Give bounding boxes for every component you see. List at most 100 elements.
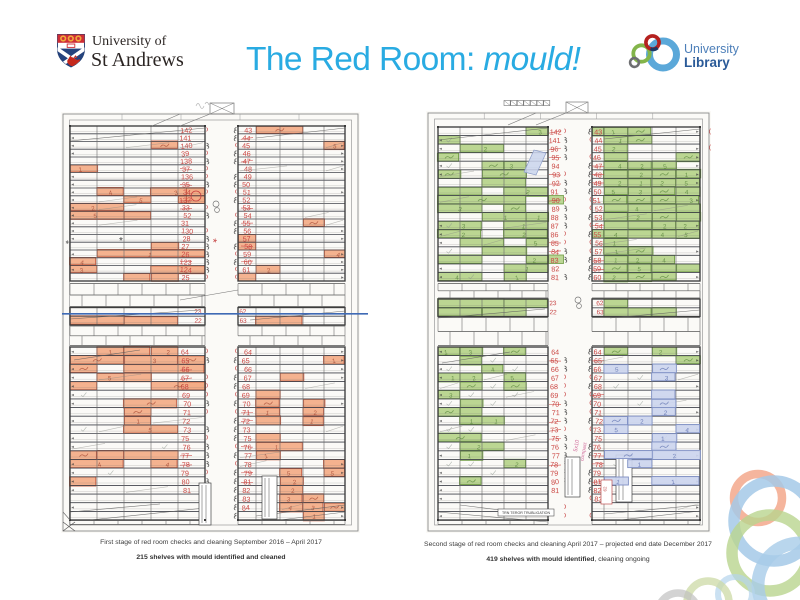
svg-text:5: 5 — [510, 375, 515, 382]
svg-text:76: 76 — [243, 443, 252, 452]
svg-text:1: 1 — [614, 257, 619, 264]
svg-text:77: 77 — [552, 451, 560, 460]
svg-text:4: 4 — [288, 505, 293, 513]
svg-text:65: 65 — [181, 356, 189, 365]
svg-text:70: 70 — [183, 399, 191, 408]
svg-text:2: 2 — [292, 479, 297, 486]
svg-text:75: 75 — [181, 434, 190, 443]
svg-text:5x10: 5x10 — [573, 439, 581, 452]
svg-text:64: 64 — [593, 347, 602, 357]
svg-text:72: 72 — [550, 416, 559, 426]
svg-text:2: 2 — [525, 189, 531, 197]
svg-text:80: 80 — [551, 477, 560, 487]
svg-text:81: 81 — [551, 273, 559, 282]
svg-text:1: 1 — [661, 436, 665, 443]
svg-text:4: 4 — [336, 252, 341, 260]
svg-text:2: 2 — [533, 258, 537, 265]
svg-text:59: 59 — [593, 264, 601, 273]
svg-text:63: 63 — [239, 318, 247, 325]
svg-text:1: 1 — [618, 138, 624, 146]
svg-text:1: 1 — [332, 358, 337, 366]
svg-text:2: 2 — [640, 419, 644, 426]
svg-text:*: * — [119, 236, 123, 247]
svg-text:73: 73 — [183, 425, 192, 434]
svg-text:52: 52 — [242, 195, 250, 204]
svg-text:76: 76 — [593, 443, 601, 452]
svg-text:141: 141 — [179, 134, 191, 143]
svg-text:1: 1 — [78, 166, 83, 173]
svg-text:79: 79 — [244, 468, 253, 478]
svg-text:1: 1 — [671, 479, 676, 486]
svg-text:3: 3 — [664, 375, 669, 382]
svg-text:79: 79 — [550, 468, 559, 478]
svg-text:25: 25 — [181, 273, 189, 282]
svg-text:1: 1 — [616, 479, 621, 487]
svg-text:54: 54 — [243, 211, 252, 221]
svg-text:23: 23 — [549, 300, 557, 308]
svg-text:1: 1 — [639, 180, 644, 188]
svg-text:4: 4 — [662, 258, 666, 265]
svg-text:5: 5 — [683, 232, 689, 240]
svg-text:2: 2 — [472, 375, 477, 383]
svg-text:3: 3 — [509, 163, 514, 170]
svg-text:2: 2 — [611, 146, 616, 153]
svg-text:71: 71 — [552, 408, 560, 417]
svg-text:69: 69 — [182, 391, 191, 401]
svg-text:69: 69 — [550, 391, 559, 401]
svg-text:67: 67 — [593, 373, 602, 383]
svg-text:22: 22 — [549, 309, 557, 316]
svg-text:2: 2 — [484, 146, 488, 153]
svg-text:136: 136 — [181, 172, 193, 181]
svg-text:78: 78 — [595, 460, 603, 469]
svg-text:TRN TEROR TRUBLIGATION: TRN TEROR TRUBLIGATION — [502, 511, 551, 515]
svg-text:1: 1 — [685, 172, 689, 179]
svg-text:1: 1 — [470, 418, 474, 425]
svg-text:91: 91 — [550, 187, 558, 196]
svg-text:31: 31 — [181, 219, 190, 228]
svg-text:2: 2 — [91, 205, 96, 213]
svg-text:43: 43 — [244, 126, 252, 135]
svg-text:*: * — [63, 239, 70, 251]
svg-text:56: 56 — [243, 226, 251, 235]
svg-text:44: 44 — [594, 136, 603, 146]
svg-text:3: 3 — [457, 206, 462, 214]
svg-text:85: 85 — [551, 239, 560, 249]
svg-text:43: 43 — [594, 127, 602, 136]
svg-text:73: 73 — [593, 425, 602, 435]
svg-text:81: 81 — [243, 477, 251, 486]
svg-text:79: 79 — [593, 468, 602, 477]
svg-text:62: 62 — [596, 300, 604, 308]
svg-text:73: 73 — [550, 425, 559, 435]
svg-text:65: 65 — [242, 356, 250, 365]
svg-text:50: 50 — [242, 180, 250, 189]
svg-text:46: 46 — [243, 149, 251, 158]
svg-text:80: 80 — [181, 477, 190, 487]
svg-text:45: 45 — [242, 141, 250, 150]
svg-text:3: 3 — [538, 129, 543, 136]
svg-text:138: 138 — [180, 156, 193, 166]
svg-text:81: 81 — [551, 486, 559, 495]
svg-text:77: 77 — [244, 451, 252, 460]
svg-text:57: 57 — [594, 247, 602, 256]
svg-text:68: 68 — [594, 382, 603, 391]
svg-text:64: 64 — [244, 347, 253, 356]
svg-text:5: 5 — [138, 197, 143, 205]
svg-text:88: 88 — [550, 213, 559, 223]
svg-text:1: 1 — [451, 375, 455, 382]
svg-text:48: 48 — [244, 165, 252, 174]
svg-text:124: 124 — [179, 265, 192, 275]
svg-text:5: 5 — [148, 427, 153, 434]
svg-text:75: 75 — [243, 434, 251, 443]
svg-text:3: 3 — [449, 392, 454, 399]
svg-text:78: 78 — [550, 460, 559, 470]
svg-text:4: 4 — [618, 163, 622, 170]
svg-text:94: 94 — [551, 162, 560, 172]
svg-text:1: 1 — [537, 215, 542, 222]
svg-text:1: 1 — [515, 274, 521, 282]
svg-text:3: 3 — [153, 358, 157, 365]
svg-text:1: 1 — [136, 419, 140, 426]
svg-text:83: 83 — [550, 256, 558, 265]
svg-text:76: 76 — [551, 443, 560, 453]
svg-text:60: 60 — [593, 273, 601, 282]
svg-text:3: 3 — [286, 496, 292, 504]
